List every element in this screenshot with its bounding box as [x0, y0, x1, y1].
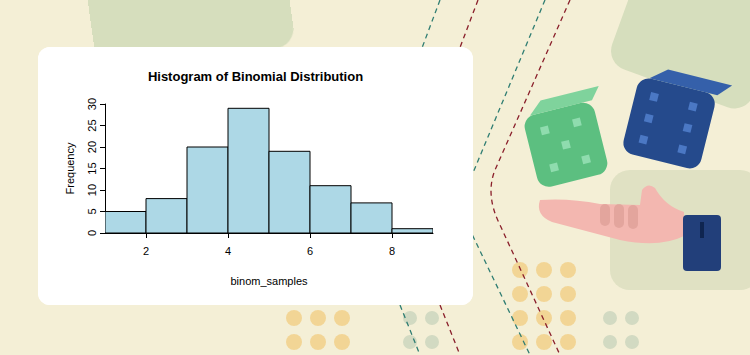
svg-text:15: 15 [86, 162, 98, 174]
svg-text:Frequency: Frequency [64, 142, 76, 194]
svg-text:30: 30 [86, 98, 98, 110]
svg-text:0: 0 [86, 230, 98, 236]
svg-text:4: 4 [225, 245, 231, 257]
svg-text:20: 20 [86, 141, 98, 153]
svg-text:8: 8 [389, 245, 395, 257]
svg-text:Histogram of Binomial Distribu: Histogram of Binomial Distribution [148, 69, 363, 84]
svg-text:binom_samples: binom_samples [230, 275, 308, 287]
svg-text:6: 6 [307, 245, 313, 257]
svg-text:25: 25 [86, 119, 98, 131]
svg-text:5: 5 [86, 208, 98, 214]
svg-text:2: 2 [143, 245, 149, 257]
svg-text:10: 10 [86, 184, 98, 196]
